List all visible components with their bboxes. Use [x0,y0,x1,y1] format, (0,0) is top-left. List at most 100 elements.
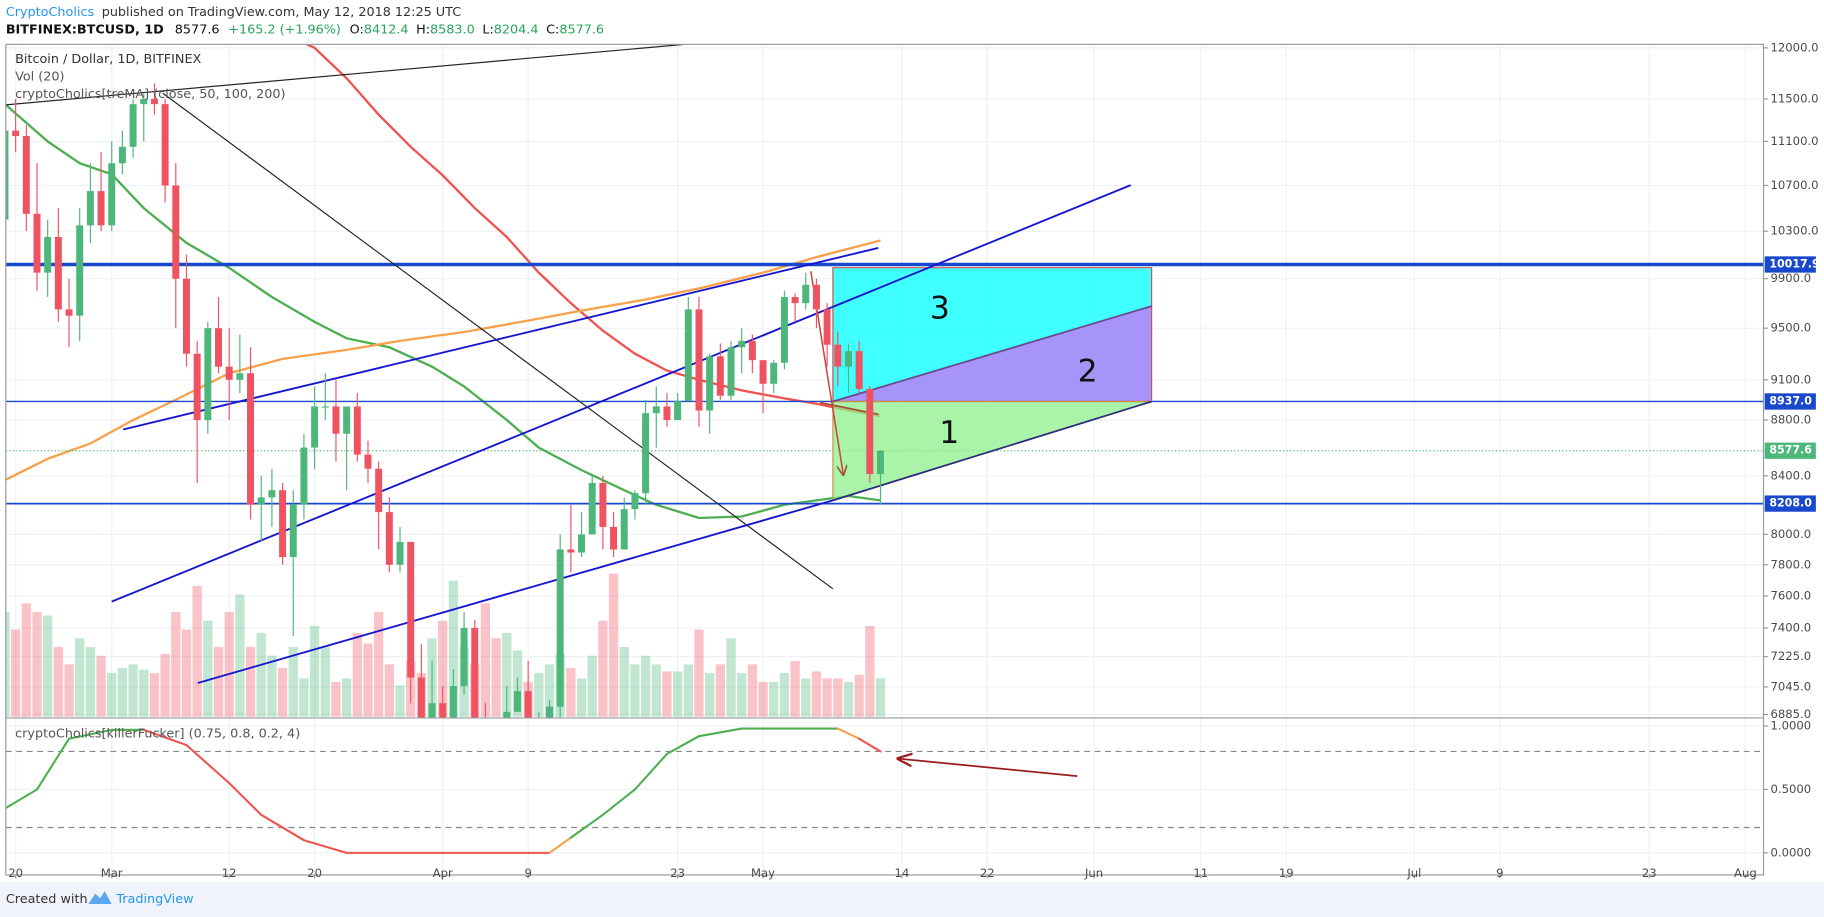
ohlc-value: 8583.0 [430,22,475,37]
price-label: 8208.0 [1769,497,1812,510]
volume-bar [395,685,405,717]
volume-bar [64,664,74,717]
volume-bar [502,632,512,717]
volume-bar [534,673,544,717]
logo [88,891,112,905]
volume-bar [576,678,587,717]
x-tick-label: Jun [1084,866,1103,880]
y-tick-label: 6885.0 [1770,707,1811,721]
candle-body [417,677,425,718]
volume-bar [363,643,373,717]
candle-body [300,447,308,505]
candle-body [353,406,361,455]
candle-body [663,406,671,421]
indicator-legend: cryptoCholics[treMA] (close, 50, 100, 20… [15,87,285,102]
volume-bar [21,603,31,717]
volume-bar [85,646,96,717]
candle-body [161,104,169,186]
candle-body [695,309,703,411]
candle-body [599,483,607,527]
oscillator-line [858,737,882,753]
ohlc-value: 8204.4 [494,22,539,37]
candle-body [620,509,628,550]
oscillator-line [67,728,113,740]
volume-bar [694,629,704,717]
candle-body [460,627,468,687]
volume-legend: Vol (20) [15,69,64,84]
y-tick-label: 1.0000 [1770,719,1811,733]
candle-body [236,373,244,380]
candle-body [12,130,20,137]
candle-body [748,340,756,361]
volume-bar [672,671,683,717]
y-tick-label: 10700.0 [1770,178,1818,192]
volume-bar [267,655,277,717]
oscillator-line [665,735,701,755]
volume-bar [149,673,160,717]
ohlc-value: 8412.4 [364,22,409,37]
volume-bar [640,655,651,717]
volume-bar [43,615,53,717]
price-label: 10017.9 [1769,257,1819,270]
y-tick-label: 0.0000 [1770,845,1811,859]
volume-bar [769,681,779,717]
footer-text: Created with [6,892,88,907]
volume-bar [843,681,854,717]
volume-bar [619,646,629,717]
volume-bar [374,612,384,717]
x-tick-label: Jul [1406,866,1421,880]
volume-bar [203,620,213,717]
zone-label: 3 [930,291,950,327]
candle-body [407,541,415,678]
volume-bar [811,671,822,717]
x-tick-label: 12 [222,866,237,880]
oscillator-line [548,836,572,854]
volume-bar [737,673,747,717]
candle-body [738,340,746,348]
candle-body [567,549,575,553]
volume-bar [822,678,832,717]
oscillator [5,727,1764,854]
volume-bar [491,638,501,717]
candle-body [364,454,372,469]
volume-bar [107,673,117,717]
y-tick-label: 7225.0 [1770,649,1811,663]
volume-bar [587,655,597,717]
candle-body [247,373,255,505]
volume-bar [726,638,736,717]
volume-bar [299,678,309,717]
change: +165.2 (+1.96%) [228,22,341,37]
x-tick-label: 20 [307,866,322,880]
candle-body [311,406,319,448]
oscillator-legend: cryptoCholics[killerFucker] (0.75, 0.8, … [15,727,300,742]
volume-bar [630,664,640,717]
candle-body [204,328,212,421]
y-tick-label: 7400.0 [1770,620,1811,634]
candle-body [428,703,436,718]
volume-bar [213,646,224,717]
candle-body [449,686,457,718]
volume-bar [758,681,768,717]
candle-body [396,541,404,565]
volume-bar [438,620,448,717]
y-tick-label: 11100.0 [1770,134,1818,148]
volume-bar [171,612,181,717]
volume-bar [854,674,864,717]
x-tick-label: 23 [670,866,685,880]
x-tick-label: 20 [8,866,23,880]
volume-bar [790,660,800,717]
volume-bar [235,594,245,717]
footer-brand[interactable]: TradingView [115,892,193,907]
candle-body [118,146,126,164]
candle-body [65,309,73,316]
candle-body [642,413,650,494]
x-tick-label: Mar [101,866,123,880]
candle-body [140,98,148,105]
candle-body [684,309,692,402]
candle-body [375,468,383,513]
volume-bar [309,626,320,717]
y-tick-label: 9100.0 [1770,372,1811,386]
volume-bar [544,664,555,717]
volume-bar [256,632,266,717]
